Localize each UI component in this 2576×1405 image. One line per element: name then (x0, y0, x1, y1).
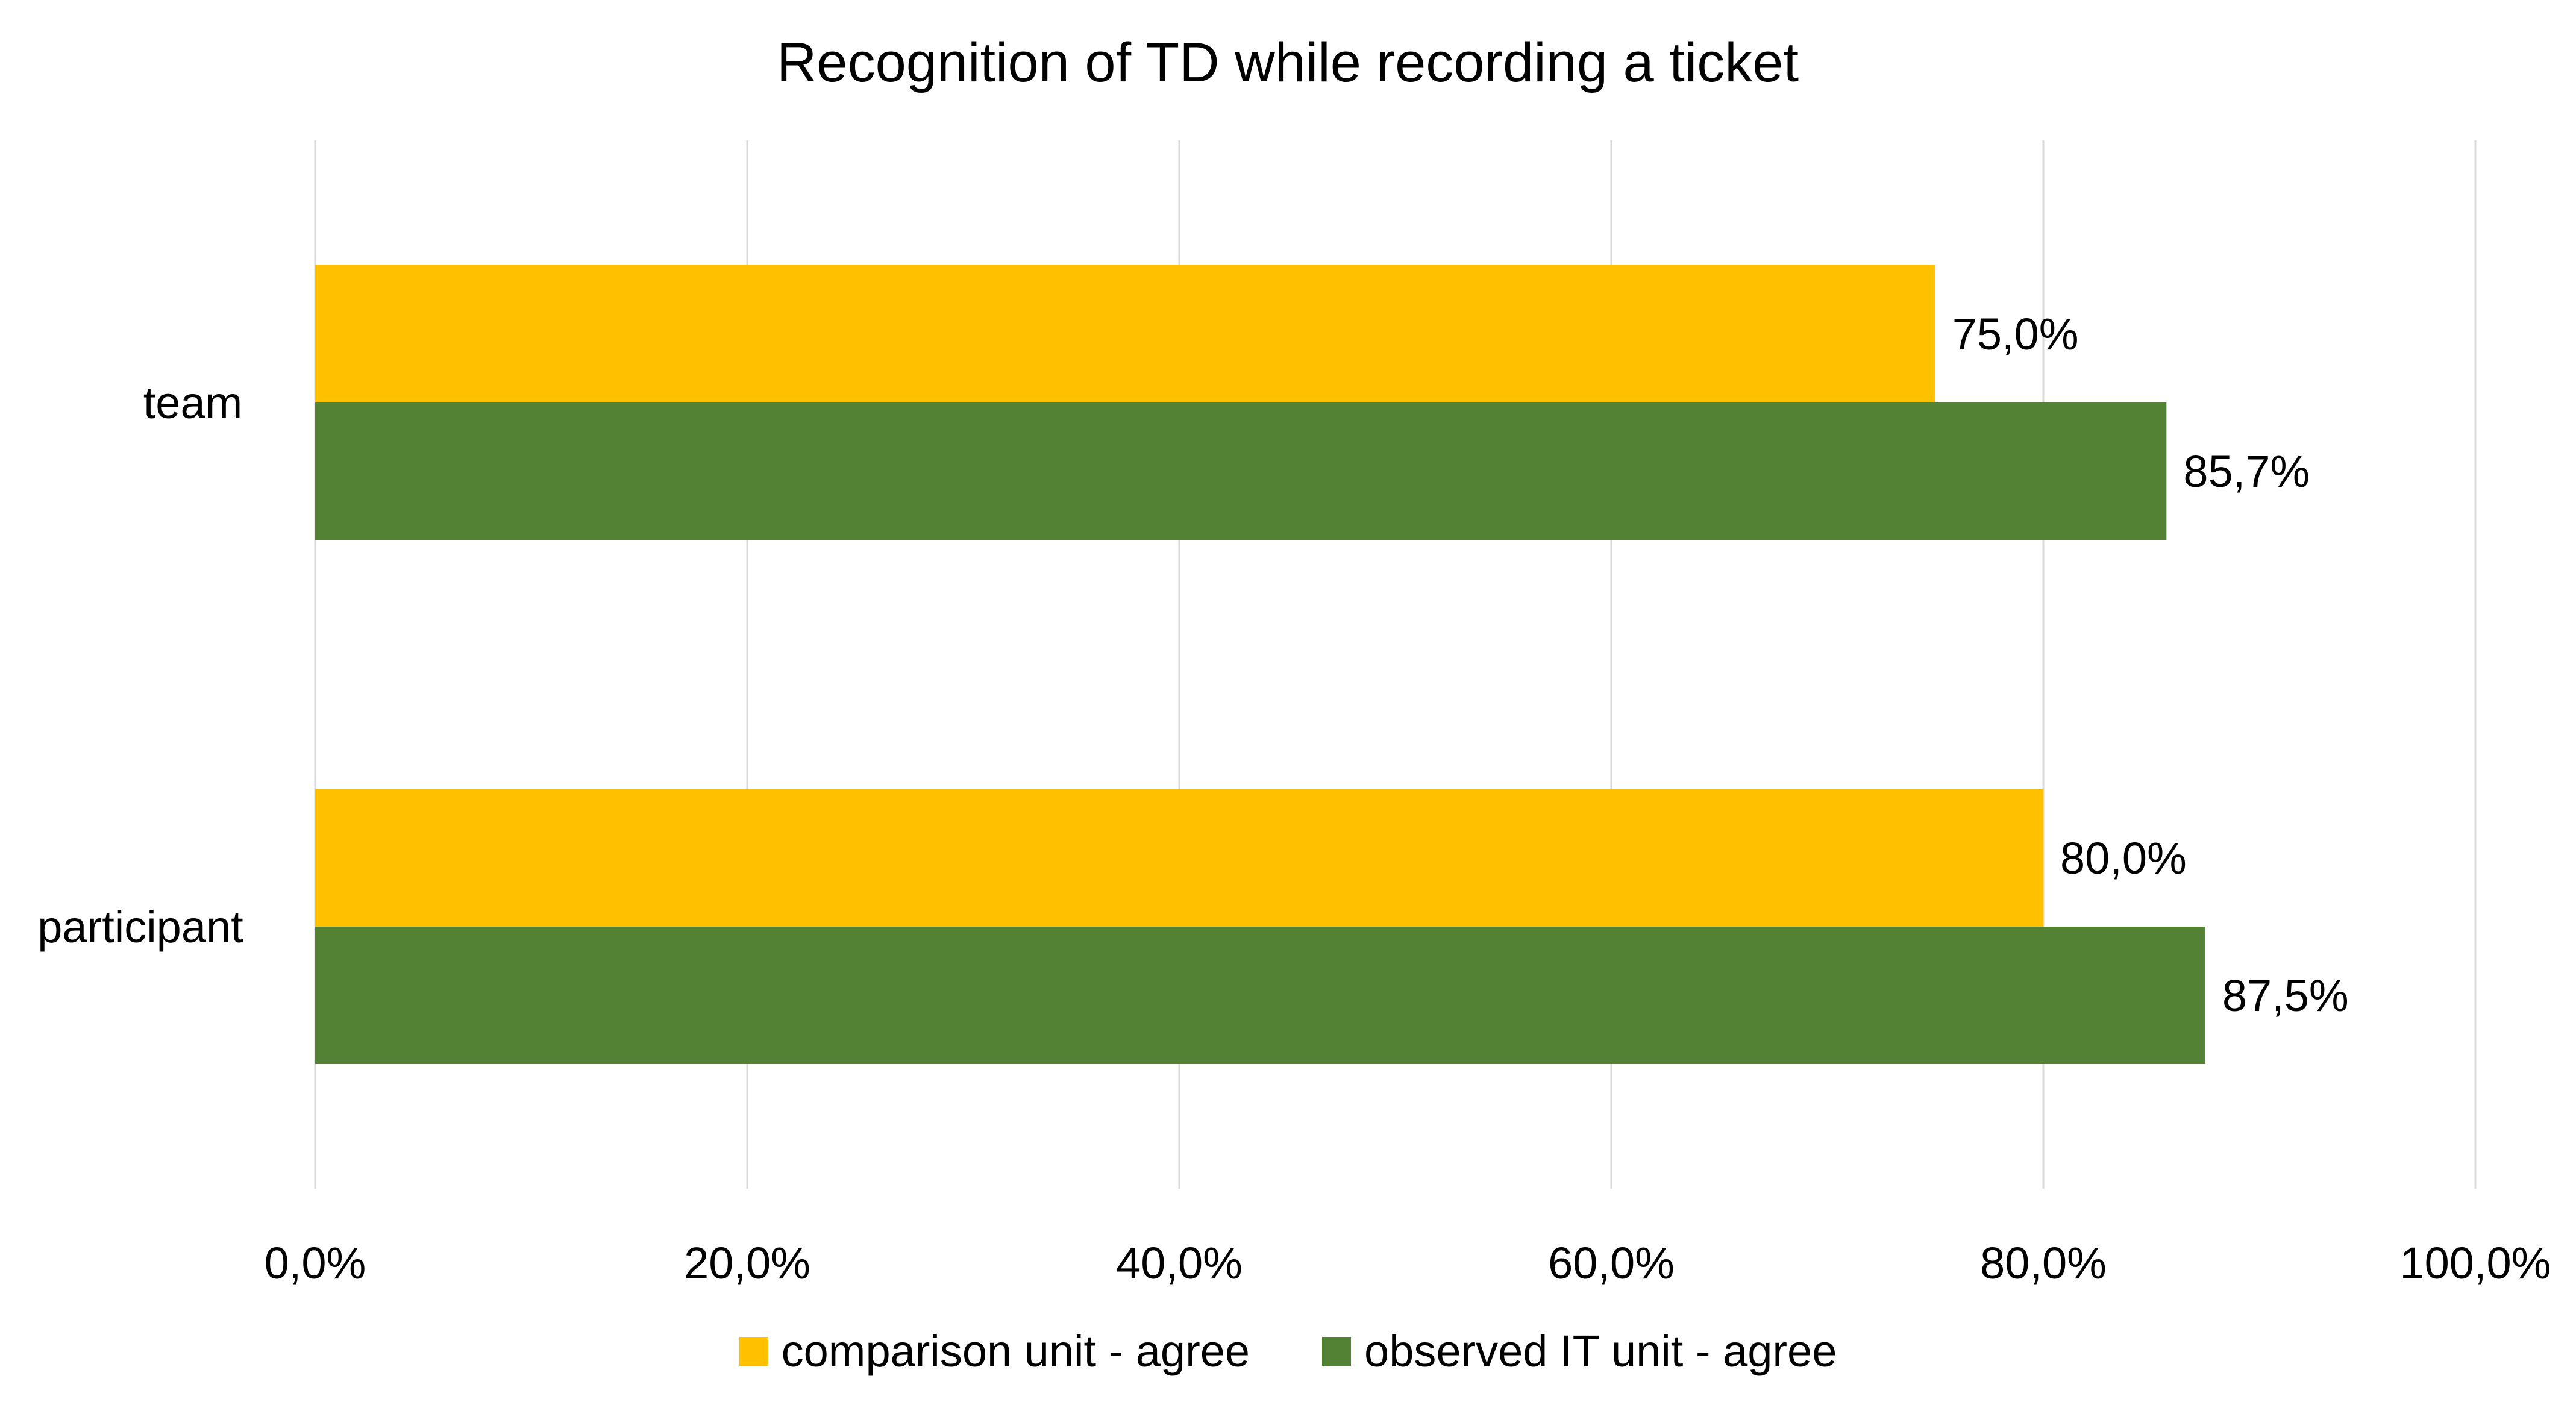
bar-comparison-team (315, 265, 1935, 402)
x-tick-label: 20,0% (684, 1238, 810, 1288)
category-label: participant (37, 902, 243, 952)
x-tick-label: 0,0% (265, 1238, 366, 1288)
bar-observed-team (315, 402, 2167, 540)
legend: comparison unit - agree observed IT unit… (0, 1325, 2576, 1377)
data-label: 87,5% (2222, 971, 2349, 1021)
x-tick-label: 80,0% (1980, 1238, 2107, 1288)
legend-label-observed: observed IT unit - agree (1364, 1326, 1837, 1376)
category-label: team (143, 378, 243, 428)
x-tick-label: 60,0% (1548, 1238, 1675, 1288)
legend-item-observed: observed IT unit - agree (1322, 1325, 1837, 1377)
bar-comparison-participant (315, 789, 2043, 927)
data-label: 85,7% (2183, 446, 2310, 496)
legend-swatch-comparison (739, 1336, 768, 1366)
x-tick-label: 100,0% (2400, 1238, 2551, 1288)
data-label: 80,0% (2060, 833, 2187, 883)
legend-swatch-observed (1322, 1336, 1352, 1366)
legend-item-comparison: comparison unit - agree (739, 1325, 1250, 1377)
legend-label-comparison: comparison unit - agree (781, 1326, 1250, 1376)
bar-observed-participant (315, 927, 2205, 1064)
x-tick-label: 40,0% (1116, 1238, 1243, 1288)
chart-title: Recognition of TD while recording a tick… (777, 32, 1799, 93)
data-label: 75,0% (1952, 309, 2079, 359)
